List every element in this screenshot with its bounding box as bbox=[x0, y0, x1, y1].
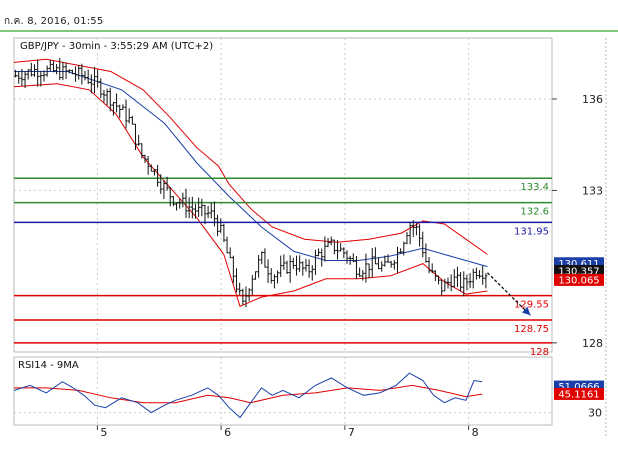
y-tick-label: 136 bbox=[582, 93, 603, 106]
bollinger-upper-line bbox=[13, 58, 488, 255]
grid-lines bbox=[14, 38, 552, 425]
rsi-line bbox=[13, 372, 483, 419]
price-box-label: 130.611 bbox=[558, 259, 599, 270]
price-axis: 136 133 128 bbox=[552, 38, 607, 438]
y-tick-label: 128 bbox=[582, 337, 603, 350]
level-label: 129.55 bbox=[514, 300, 549, 311]
forecast-arrow-shaft bbox=[486, 272, 531, 316]
support-resistance-levels: 133.4 132.6 131.95 129.55 128.75 128 bbox=[14, 177, 552, 358]
bollinger-bands bbox=[13, 58, 488, 307]
title-bar: ก.ค. 8, 2016, 01:55 bbox=[0, 0, 618, 32]
main-panel-frame bbox=[13, 37, 553, 353]
chart-title: GBP/JPY - 30min - 3:55:29 AM (UTC+2) bbox=[20, 41, 213, 52]
x-tick-label: 7 bbox=[348, 426, 355, 439]
y-tick-label: 133 bbox=[582, 184, 603, 197]
moving-average-line bbox=[14, 71, 488, 268]
level-label: 128.75 bbox=[514, 324, 549, 335]
x-tick-label: 5 bbox=[100, 426, 107, 439]
level-label: 132.6 bbox=[520, 207, 549, 218]
date-stamp: ก.ค. 8, 2016, 01:55 bbox=[4, 16, 104, 27]
rsi-title: RSI14 - 9MA bbox=[18, 360, 79, 371]
rsi-value-box bbox=[554, 387, 604, 400]
level-label: 128 bbox=[530, 347, 549, 358]
forecast-arrow-head bbox=[522, 306, 531, 316]
level-label: 131.95 bbox=[514, 226, 549, 237]
rsi-value-label: 51.0666 bbox=[558, 382, 599, 393]
level-label: 133.4 bbox=[520, 182, 549, 193]
candlesticks bbox=[14, 57, 488, 308]
rsi-value-label: 45.1161 bbox=[558, 389, 599, 400]
price-box-label: 130.357 bbox=[558, 267, 599, 278]
x-tick-label: 8 bbox=[472, 426, 479, 439]
price-box bbox=[554, 273, 604, 286]
price-box-label: 130.065 bbox=[558, 275, 599, 286]
time-axis: 5 6 7 8 bbox=[96, 425, 479, 439]
rsi-ma-line bbox=[14, 384, 483, 404]
x-tick-label: 6 bbox=[224, 426, 231, 439]
rsi-tick-label: 30 bbox=[588, 407, 602, 420]
rsi-frame-border bbox=[13, 356, 553, 426]
main-frame-border bbox=[13, 37, 553, 353]
bollinger-lower-line bbox=[13, 83, 488, 307]
title-divider bbox=[0, 30, 618, 32]
